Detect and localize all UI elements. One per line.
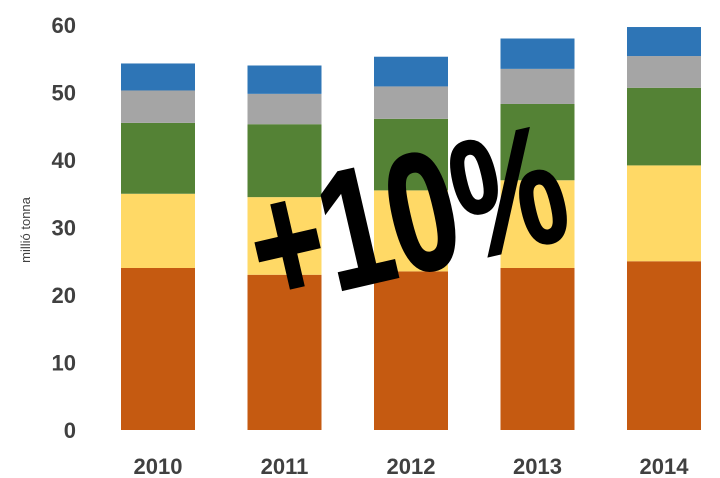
bar-segment-2010-5 [121,63,195,91]
y-axis-label: millió tonna [18,196,33,263]
x-axis-ticks: 2010 2011 2012 2013 2014 [134,454,690,478]
bar-segment-2012-2 [374,190,448,272]
y-tick-label: 20 [52,283,76,308]
y-tick-label: 0 [64,418,76,443]
bar-segment-2014-1 [627,261,701,430]
x-tick-label: 2014 [640,454,690,478]
bar-segment-2011-1 [247,274,322,430]
bar-segment-2010-1 [121,268,195,430]
x-tick-label: 2012 [387,454,436,478]
x-tick-label: 2011 [261,454,309,478]
bars-group [121,27,701,430]
bar-segment-2013-2 [500,180,575,268]
bar-segment-2012-4 [374,86,448,119]
bar-segment-2014-3 [627,87,701,166]
bar-segment-2014-2 [627,165,701,262]
bar-segment-2013-3 [500,103,575,181]
bar-segment-2012-5 [374,56,448,87]
y-tick-label: 50 [52,81,76,106]
bar-segment-2010-3 [121,122,195,194]
x-tick-label: 2013 [513,454,562,478]
y-tick-label: 60 [52,13,76,38]
bar-segment-2013-4 [500,68,575,104]
y-tick-label: 30 [52,216,76,241]
bar-segment-2012-3 [374,118,448,191]
bar-segment-2011-2 [247,197,322,275]
bar-segment-2011-3 [247,124,322,198]
bar-segment-2014-4 [627,56,701,88]
x-tick-label: 2010 [134,454,183,478]
bar-segment-2010-4 [121,90,195,123]
bar-segment-2011-5 [247,65,322,94]
bar-segment-2012-1 [374,271,448,430]
bar-segment-2010-2 [121,193,195,268]
bar-segment-2011-4 [247,93,322,125]
y-tick-label: 40 [52,148,76,173]
bar-segment-2013-5 [500,38,575,69]
y-tick-label: 10 [52,351,76,376]
bar-segment-2013-1 [500,268,575,430]
y-axis-ticks: 0 10 20 30 40 50 60 [52,13,76,443]
bar-segment-2014-5 [627,27,701,57]
